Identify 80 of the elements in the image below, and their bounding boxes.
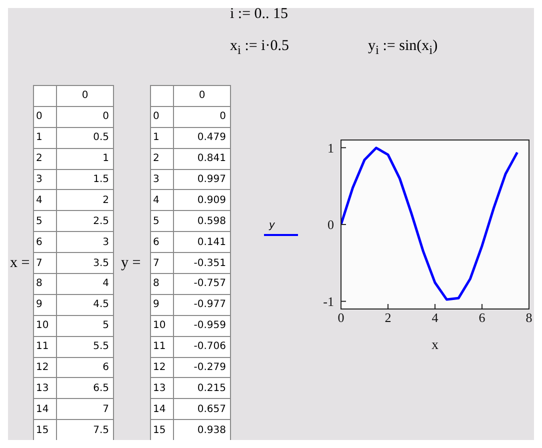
data-label: 2 [56, 190, 114, 211]
data-label: 1.5 [56, 169, 114, 190]
y-tick-label: 6 [34, 232, 56, 253]
text: y$_{i}$ := sin(x$_{i}$) [368, 38, 438, 57]
data-label: 0.657 [174, 398, 230, 420]
text: x = [10, 255, 30, 271]
line-series [341, 146, 518, 301]
data-label: 5.5 [56, 336, 114, 358]
data-label: 1 [56, 148, 114, 170]
data-label: 0.909 [174, 190, 230, 211]
text: x$_{i}$ := i·0.5 [230, 38, 290, 57]
y-tick-label: 0 [150, 106, 174, 128]
data-label: -0.351 [174, 252, 230, 274]
y-tick-label: 3 [34, 169, 56, 190]
data-label: 7 [56, 398, 114, 420]
y-tick-label: 13 [150, 378, 174, 399]
data-label: 0 [174, 106, 230, 128]
x-axis-title: x [432, 338, 438, 353]
data-label: 0.997 [174, 169, 230, 190]
y-tick-label: 8 [150, 274, 174, 294]
y-tick-label: 0 [34, 106, 56, 128]
y-tick-label: 4 [34, 190, 56, 211]
y-tick-label: 9 [150, 294, 174, 316]
data-label: 5 [56, 315, 114, 336]
data-label: 3.5 [56, 252, 114, 274]
y-tick-label: 8 [34, 274, 56, 294]
data-label: 0.479 [174, 127, 230, 148]
y-tick-label: 2 [34, 148, 56, 170]
y-tick-label: 15 [34, 420, 56, 441]
x-tick-label: 8 [526, 310, 532, 326]
data-label: 3 [56, 232, 114, 253]
y-tick-label: 1 [328, 140, 334, 156]
y-tick-label: 4 [150, 190, 174, 211]
y-tick-label: 10 [150, 315, 174, 336]
y-tick-label: 12 [150, 357, 174, 378]
y-tick-label: 7 [34, 252, 56, 274]
data-label: 4.5 [56, 294, 114, 316]
y-tick-label: 9 [34, 294, 56, 316]
y-tick-label: 3 [150, 169, 174, 190]
y-tick-label: 2 [150, 148, 174, 170]
data-label: 0.841 [174, 148, 230, 170]
data-label: 0.215 [174, 378, 230, 399]
data-label: 0.598 [174, 210, 230, 232]
x-tick-label: 2 [384, 310, 392, 326]
y-tick-label: 14 [34, 398, 56, 420]
y-tick-label: 5 [150, 210, 174, 232]
y-tick-label: 11 [150, 336, 174, 358]
data-label: 0.141 [174, 232, 230, 253]
text: y [268, 220, 276, 231]
y-tick-label: 10 [34, 315, 56, 336]
data-label: 7.5 [56, 420, 114, 441]
y-tick-label: -1 [323, 294, 334, 309]
y-tick-label: 14 [150, 398, 174, 420]
data-label: -0.977 [174, 294, 230, 316]
y-tick-label: 1 [150, 127, 174, 148]
data-label: 6.5 [56, 378, 114, 399]
x-tick-label: 6 [478, 310, 486, 326]
y-tick-label: 1 [34, 127, 56, 148]
data-label: 2.5 [56, 210, 114, 232]
y-tick-label: 12 [34, 357, 56, 378]
x-tick-label: 4 [432, 310, 439, 326]
text: i := 0.. 15 [230, 7, 288, 22]
data-label: 0 [56, 106, 114, 128]
y-tick-label: 6 [150, 232, 174, 253]
y-tick-label: 5 [34, 210, 56, 232]
y-tick-label: 0 [328, 217, 334, 232]
y-tick-label: 13 [34, 378, 56, 399]
data-label: -0.279 [174, 357, 230, 378]
data-label: 6 [56, 357, 114, 378]
data-label: -0.706 [174, 336, 230, 358]
data-label: -0.757 [174, 274, 230, 294]
y-tick-label: 7 [150, 252, 174, 274]
y-tick-label: 11 [34, 336, 56, 358]
data-label: 0.938 [174, 420, 230, 441]
data-label: 4 [56, 274, 114, 294]
y-tick-label: 15 [150, 420, 174, 441]
data-label: -0.959 [174, 315, 230, 336]
data-label: 0.5 [56, 127, 114, 148]
x-tick-label: 0 [338, 310, 344, 326]
text: y = [121, 255, 141, 271]
